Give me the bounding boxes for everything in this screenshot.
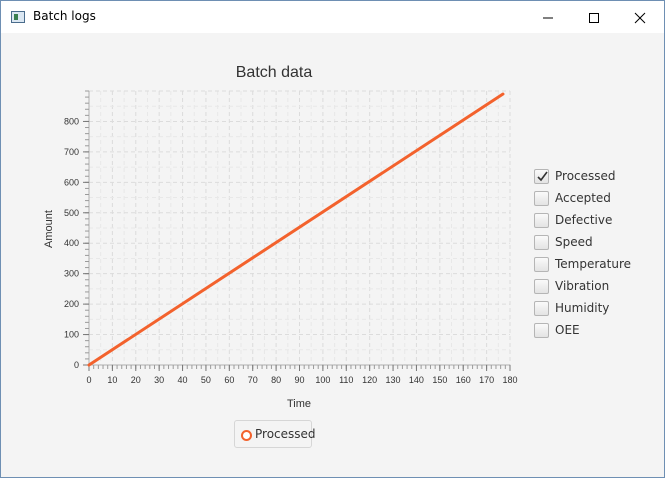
x-tick-label: 20 [131, 375, 141, 385]
legend-symbol [241, 430, 252, 441]
series-line-processed [87, 92, 505, 367]
checkbox-label: Accepted [555, 191, 611, 205]
checkbox-label: Temperature [555, 257, 632, 271]
checkbox-box[interactable] [534, 257, 549, 272]
x-tick-label: 50 [201, 375, 211, 385]
x-tick-label: 80 [271, 375, 281, 385]
x-tick-label: 70 [248, 375, 258, 385]
maximize-icon [589, 13, 599, 23]
window-title: Batch logs [33, 9, 96, 23]
x-tick-label: 140 [409, 375, 424, 385]
x-tick-label: 10 [107, 375, 117, 385]
chart-grid [88, 90, 511, 366]
chart-axes: 0 10 20 30 40 50 60 70 80 90 100 110 120 130 140 150 160… [64, 90, 518, 385]
line-chart: Batch data 0 10 20 30 40 50 60 70 80 90 100 110 120 1… [43, 64, 518, 410]
checkbox-box[interactable] [534, 279, 549, 294]
title-bar[interactable]: Batch logs [1, 1, 664, 33]
y-tick-label: 200 [64, 299, 79, 309]
checkbox-label: Humidity [555, 301, 610, 315]
app-icon [11, 11, 25, 23]
checkbox-box[interactable] [534, 323, 549, 338]
checkbox-label: Processed [555, 169, 616, 183]
y-tick-label: 800 [64, 116, 79, 126]
x-tick-label: 180 [502, 375, 517, 385]
y-axis-label: Amount [43, 210, 55, 248]
legend-label: Processed [255, 427, 316, 441]
y-tick-label: 100 [64, 330, 79, 340]
checkbox-box[interactable] [534, 235, 549, 250]
maximize-button[interactable] [571, 1, 617, 33]
close-icon [634, 12, 646, 24]
chart-series [87, 92, 505, 367]
checkbox-box[interactable] [534, 169, 549, 184]
x-axis-label: Time [287, 398, 311, 410]
checkbox-label: Speed [555, 235, 593, 249]
y-tick-label: 400 [64, 238, 79, 248]
checkbox-label: Defective [555, 213, 613, 227]
checkbox-box[interactable] [534, 301, 549, 316]
checkmark-icon [537, 171, 548, 182]
y-tick-label: 700 [64, 147, 79, 157]
checkbox-label: OEE [555, 323, 580, 337]
x-tick-label: 40 [178, 375, 188, 385]
x-tick-label: 170 [479, 375, 494, 385]
y-tick-label: 300 [64, 269, 79, 279]
x-tick-label: 90 [294, 375, 304, 385]
minimize-icon [543, 17, 553, 19]
y-tick-label: 600 [64, 177, 79, 187]
chart-title: Batch data [236, 64, 313, 81]
y-tick-label: 500 [64, 208, 79, 218]
close-button[interactable] [617, 1, 663, 33]
y-tick-label: 0 [74, 360, 79, 370]
x-tick-label: 110 [339, 375, 353, 385]
x-tick-label: 30 [154, 375, 164, 385]
x-tick-label: 150 [432, 375, 447, 385]
checkbox-box[interactable] [534, 213, 549, 228]
x-tick-label: 160 [456, 375, 471, 385]
legend-item-processed: Processed [234, 420, 316, 448]
minimize-button[interactable] [525, 1, 571, 33]
checkbox-box[interactable] [534, 191, 549, 206]
x-tick-label: 60 [224, 375, 234, 385]
x-tick-label: 100 [315, 375, 330, 385]
x-tick-label: 0 [86, 375, 91, 385]
checkbox-label: Vibration [555, 279, 610, 293]
x-tick-label: 120 [362, 375, 377, 385]
x-tick-label: 130 [386, 375, 401, 385]
